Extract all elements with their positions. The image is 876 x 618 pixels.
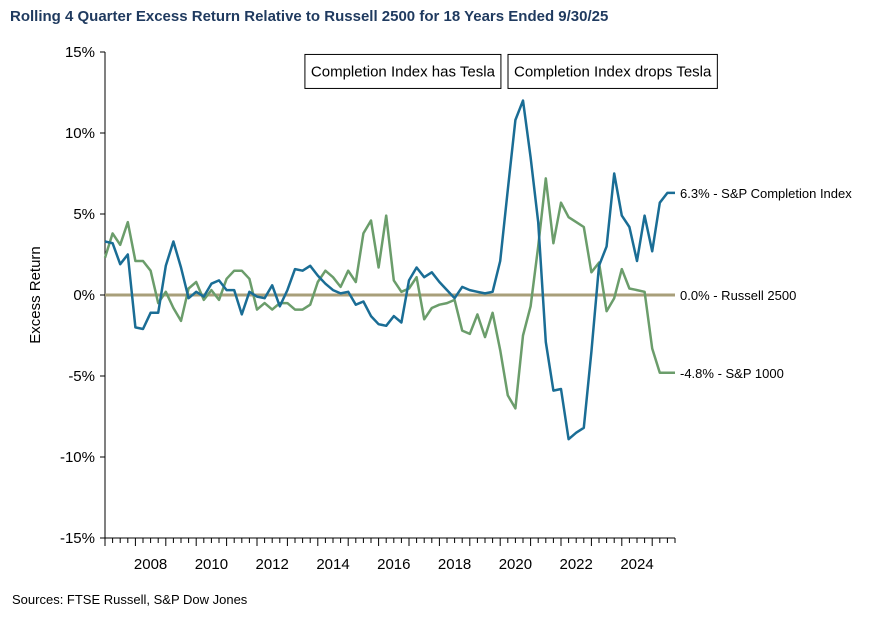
end-label: 0.0% - Russell 2500 (680, 288, 796, 303)
x-tick-label: 2018 (438, 556, 471, 573)
y-tick-label: 0% (73, 287, 95, 304)
y-tick-label: -10% (60, 449, 95, 466)
y-tick-label: 5% (73, 206, 95, 223)
x-tick-label: 2016 (377, 556, 410, 573)
annotation-text: Completion Index has Tesla (311, 63, 496, 80)
annotation-box (304, 53, 502, 89)
y-tick-label: 15% (65, 44, 95, 61)
annotation-box (507, 53, 718, 89)
x-tick-label: 2012 (256, 556, 289, 573)
x-tick-label: 2024 (620, 556, 653, 573)
end-label: 6.3% - S&P Completion Index (680, 186, 852, 201)
source-note: Sources: FTSE Russell, S&P Dow Jones (12, 592, 248, 607)
end-label: -4.8% - S&P 1000 (680, 366, 784, 381)
x-tick-label: 2010 (195, 556, 228, 573)
chart-title: Rolling 4 Quarter Excess Return Relative… (10, 8, 609, 25)
x-tick-label: 2022 (560, 556, 593, 573)
y-tick-label: -5% (68, 368, 95, 385)
x-tick-label: 2008 (134, 556, 167, 573)
y-axis-label: Excess Return (27, 246, 44, 344)
series-line-s-p-completion-index (104, 99, 675, 441)
y-tick-label: 10% (65, 125, 95, 142)
annotation-text: Completion Index drops Tesla (514, 63, 712, 80)
series-line-s-p-1000 (103, 177, 675, 410)
y-tick-label: -15% (60, 530, 95, 547)
x-tick-label: 2020 (499, 556, 532, 573)
x-tick-label: 2014 (316, 556, 349, 573)
